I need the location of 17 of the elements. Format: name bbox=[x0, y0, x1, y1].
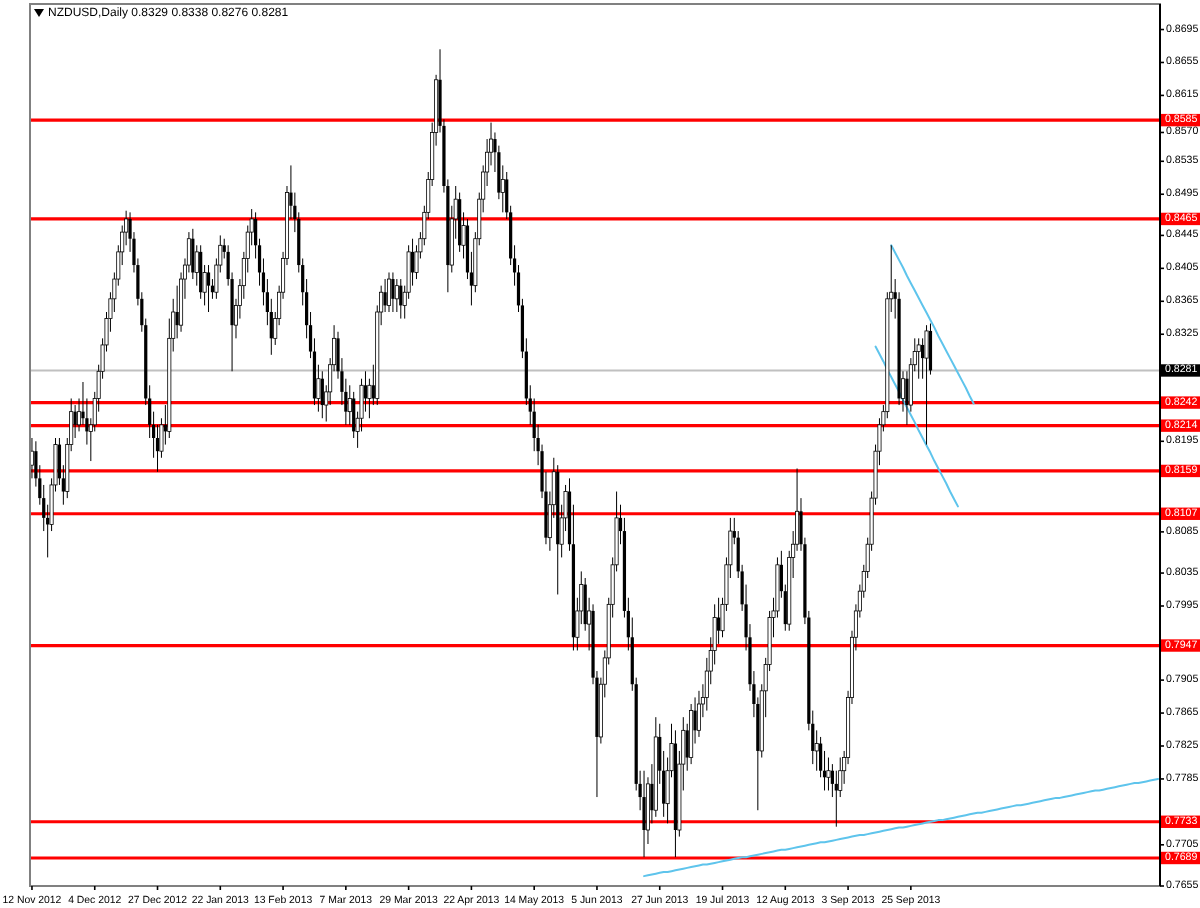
candlestick bbox=[696, 690, 701, 738]
line-series bbox=[890, 244, 975, 405]
candlestick bbox=[387, 271, 392, 313]
line-series bbox=[643, 777, 1160, 878]
candlestick bbox=[191, 228, 195, 280]
candlestick bbox=[206, 264, 211, 313]
candlestick bbox=[391, 271, 395, 313]
candlestick bbox=[458, 192, 462, 253]
candlestick bbox=[826, 757, 831, 791]
candlestick bbox=[199, 244, 203, 300]
candlestick bbox=[642, 770, 646, 858]
candlestick bbox=[394, 278, 399, 313]
line-series bbox=[874, 345, 959, 508]
candlestick bbox=[916, 337, 921, 380]
candlestick bbox=[689, 703, 694, 765]
candlestick bbox=[320, 370, 324, 419]
candlestick bbox=[924, 324, 929, 446]
